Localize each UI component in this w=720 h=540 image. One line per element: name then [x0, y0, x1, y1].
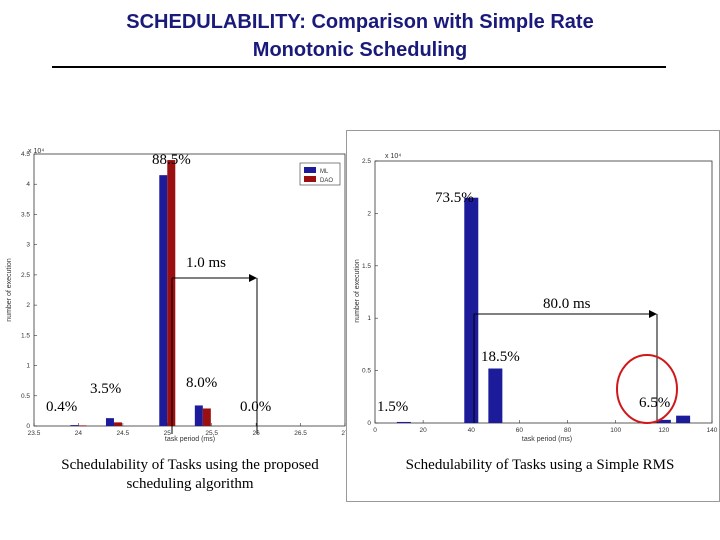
x-tick-label: 140 [707, 427, 718, 434]
y-tick-label: 0 [26, 423, 30, 430]
x-axis-label: task period (ms) [522, 436, 572, 443]
title-line-1: SCHEDULABILITY: Comparison with Simple R… [126, 11, 594, 33]
annotation-pct-2: 73.5% [435, 190, 474, 206]
y-tick-label: 0 [367, 420, 371, 427]
x-tick-label: 25.5 [205, 430, 218, 437]
legend: ML DAO [299, 162, 341, 186]
bar-ml-1 [105, 418, 114, 426]
x-axis-label: task period (ms) [165, 436, 215, 443]
bar-ml-2 [159, 175, 168, 426]
bar-series-2 [488, 368, 503, 423]
slide-title: SCHEDULABILITY: Comparison with Simple R… [0, 8, 720, 64]
chart-proposed-algorithm: 23.5 24 24.5 25 25.5 26 26.5 27 0 0.5 1 1.5 2 2.5 3 3.5… [0, 140, 352, 460]
y-tick-label: 0.5 [21, 393, 30, 400]
annotation-pct-4: 8.0% [186, 375, 217, 391]
bar-series-4 [676, 415, 691, 423]
interval-arrowhead [249, 274, 257, 282]
x-tick-label: 0 [373, 427, 377, 434]
bar-series-1 [464, 197, 479, 423]
highlight-circle [616, 354, 678, 424]
plot-frame [33, 153, 346, 427]
y-tick-label: 2 [367, 210, 371, 217]
legend-label-dao: DAO [320, 178, 333, 184]
bar-series-3 [656, 419, 671, 423]
x-tick-label: 120 [658, 427, 669, 434]
y-tick-label: 2.5 [362, 158, 371, 165]
interval-marker [171, 274, 258, 434]
exponent-label: x 10⁴ [385, 153, 401, 160]
x-tick-label: 100 [610, 427, 621, 434]
y-tick-label: 0.5 [362, 368, 371, 375]
x-tick-label: 26.5 [294, 430, 307, 437]
interval-marker [473, 310, 658, 423]
chart-left-svg: 23.5 24 24.5 25 25.5 26 26.5 27 0 0.5 1 1.5 2 2.5 3 3.5… [6, 148, 349, 443]
annotation-pct-4: 6.5% [639, 395, 670, 411]
legend-swatch-ml [304, 167, 316, 173]
annotation-interval: 1.0 ms [186, 255, 226, 271]
bar-dao-1 [113, 422, 122, 426]
annotation-pct-3: 88.5% [152, 152, 191, 168]
caption-left-line-2: scheduling algorithm [126, 476, 254, 492]
caption-right: Schedulability of Tasks using a Simple R… [405, 457, 675, 473]
y-tick-label: 1.5 [362, 263, 371, 270]
x-tick-label: 24 [75, 430, 83, 437]
bar-ml-0 [70, 425, 79, 426]
y-tick-label: 4.5 [21, 151, 30, 158]
bar-dao-3 [202, 408, 211, 426]
title-line-2: Monotonic Scheduling [252, 39, 468, 61]
legend-swatch-dao [304, 176, 316, 182]
x-tick-label: 40 [468, 427, 476, 434]
x-tick-label: 27 [341, 430, 349, 437]
annotation-pct-1: 1.5% [377, 399, 408, 415]
x-tick-label: 23.5 [28, 430, 41, 437]
y-axis-label: number of execution [6, 258, 13, 322]
annotation-pct-2: 3.5% [90, 381, 121, 397]
chart-right-svg: 0 20 40 60 80 100 120 140 0 0.5 1 1.5 2 2.5 x 10⁴ tas… [354, 153, 718, 443]
annotation-interval: 80.0 ms [543, 296, 591, 312]
bar-series-0 [396, 421, 411, 423]
y-tick-label: 2 [26, 302, 30, 309]
y-tick-label: 2.5 [21, 272, 30, 279]
x-tick-label: 80 [564, 427, 572, 434]
annotation-pct-1: 0.4% [46, 399, 77, 415]
legend-label-ml: ML [320, 169, 329, 175]
plot-frame [374, 160, 713, 424]
annotation-pct-3: 18.5% [481, 349, 520, 365]
x-tick-label: 26 [253, 430, 261, 437]
caption-left-line-1: Schedulability of Tasks using the propos… [61, 457, 319, 473]
y-tick-label: 3 [26, 242, 30, 249]
bar-dao-2 [167, 160, 176, 427]
bar-ml-3 [194, 405, 203, 426]
caption-left: Schedulability of Tasks using the propos… [40, 456, 340, 494]
bar-dao-0 [78, 425, 87, 427]
x-tick-label: 60 [516, 427, 524, 434]
annotation-pct-5: 0.0% [240, 399, 271, 415]
y-tick-label: 1 [26, 363, 30, 370]
y-tick-label: 1 [367, 315, 371, 322]
x-tick-label: 20 [420, 427, 428, 434]
chart-simple-rms: 0 20 40 60 80 100 120 140 0 0.5 1 1.5 2 2.5 x 10⁴ tas… [346, 130, 720, 502]
x-tick-label: 24.5 [117, 430, 130, 437]
interval-arrowhead [649, 310, 657, 318]
x-tick-label: 25 [164, 430, 172, 437]
exponent-label: x 10⁴ [28, 148, 44, 155]
y-tick-label: 1.5 [21, 332, 30, 339]
y-tick-label: 3.5 [21, 211, 30, 218]
title-underline [52, 66, 666, 68]
y-axis-label: number of execution [354, 259, 361, 323]
y-tick-label: 4 [26, 181, 30, 188]
